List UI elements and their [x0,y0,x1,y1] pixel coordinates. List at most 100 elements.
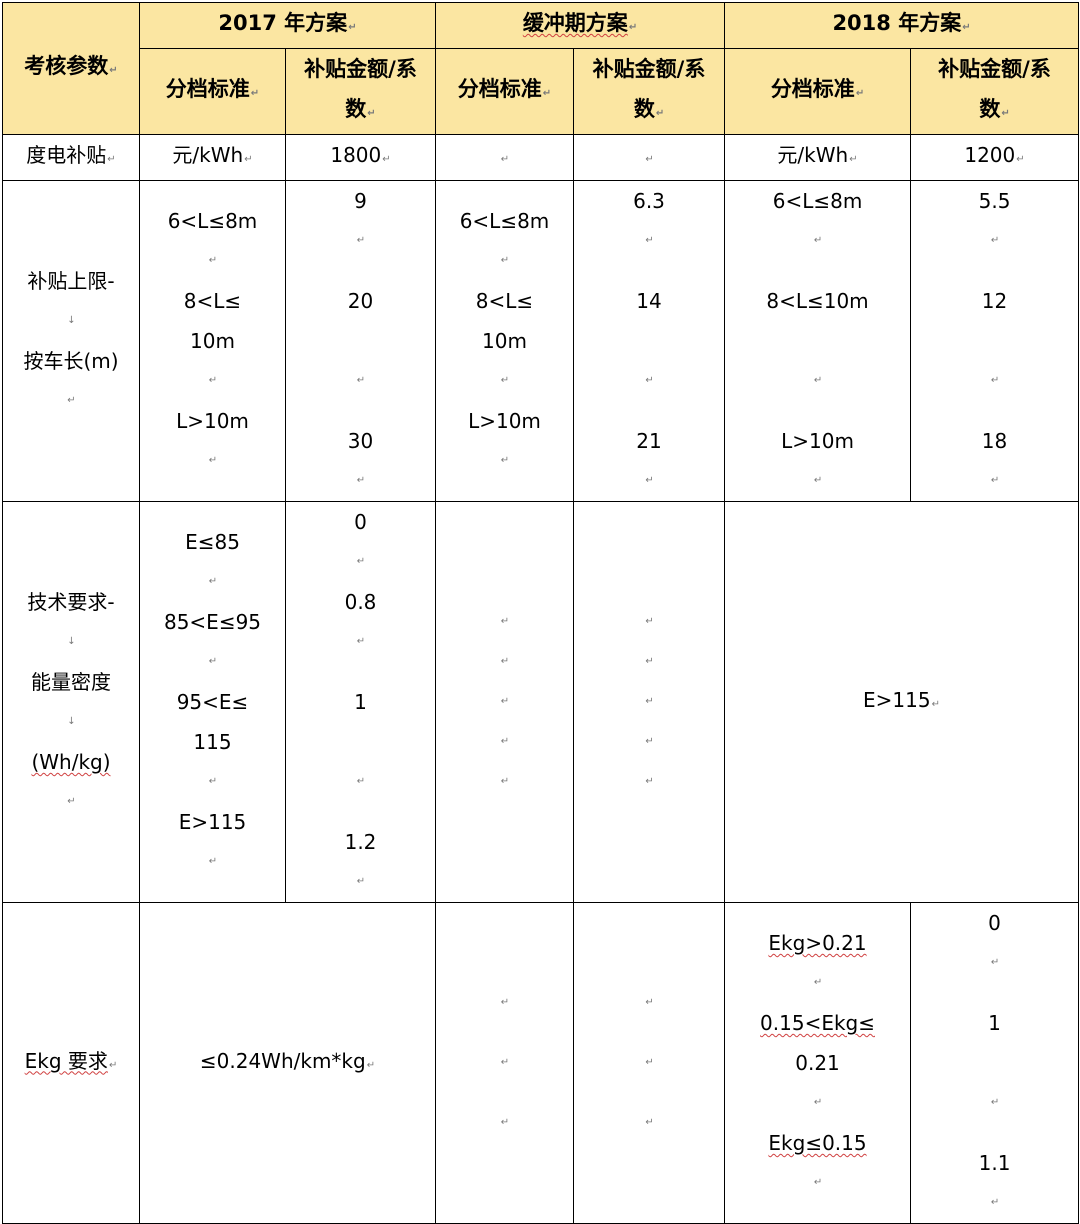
amt-label-line1: 补贴金额/系 [304,57,417,81]
value: 6<L≤8m [772,189,863,213]
value: 0 [988,911,1001,935]
header-amt-2017: 补贴金额/系 数↵ [285,48,436,135]
value: 1200 [964,143,1016,167]
cell-2017-amt: 9 ↵ 20 ↵ 30 ↵ [285,180,436,502]
value: 1 [354,690,367,714]
cell-buffer-amt: 6.3 ↵ 14 ↵ 21 ↵ [572,180,726,502]
value: 85<E≤95 [163,610,262,634]
cell-2018-amt: 0 ↵ 1 ↵ 1.1 ↵ [910,902,1080,1224]
value: 14 [636,289,662,313]
std-label: 分档标准 [457,77,542,101]
cell-2018-amt: 5.5 ↵ 12 ↵ 18 ↵ [910,180,1080,502]
cell-2018-merged: E>115↵ [724,501,1080,903]
label-text: Ekg 要求 [24,1048,108,1073]
value: 8<L≤ [183,289,242,313]
cell-buffer-amt: ↵ ↵ ↵ ↵ ↵ [572,501,726,903]
amt-label-line1: 补贴金额/系 [938,57,1051,81]
header-plan-2017: 2017 年方案↵ [139,2,436,49]
value: 8<L≤10m [766,289,869,313]
row-length: 补贴上限- ↓ 按车长(m) ↵ 6<L≤8m ↵ 8<L≤ 10m ↵ L>10m ↵ … [2,180,1080,502]
amt-label-line1: 补贴金额/系 [592,57,706,81]
value: ≤0.24Wh/km*kg [199,1048,366,1073]
value: 0.15<Ekg≤ [760,1011,875,1035]
header-plan-2017-text: 2017 年方案 [218,11,348,35]
label-line3: (Wh/kg) [31,750,111,774]
value: 18 [981,429,1008,453]
row-ekg: Ekg 要求↵ ≤0.24Wh/km*kg↵ ↵ ↵ ↵ ↵ ↵ ↵ Ekg>0… [2,902,1080,1224]
header-plan-buffer-text: 缓冲期方案 [522,11,628,35]
amt-label-line2: 数 [345,97,367,121]
cell-buffer-amt: ↵ ↵ ↵ [572,902,726,1224]
value: Ekg≤0.15 [768,1131,867,1155]
value: 1800 [330,143,382,167]
label-text: 度电补贴 [26,143,107,167]
row-energy-label: 技术要求- ↓ 能量密度 ↓ (Wh/kg) ↵ [2,501,140,903]
std-label: 分档标准 [770,77,855,101]
header-param: 考核参数↵ [2,2,140,135]
value: 12 [981,289,1008,313]
amt-label-line2: 数 [979,97,1001,121]
value: 6.3 [633,189,665,213]
value: 95<E≤ [176,690,249,714]
value: 元/kWh [172,143,244,167]
header-plan-2018: 2018 年方案↵ [724,2,1080,49]
label-line1: 技术要求- [27,590,115,614]
value: 1.2 [344,830,377,854]
cell-2017-amt: 0 ↵ 0.8 ↵ 1 ↵ 1.2 ↵ [285,501,436,903]
value: 0.21 [795,1051,840,1075]
header-row-plans: 考核参数↵ 2017 年方案↵ 缓冲期方案↵ 2018 年方案↵ [2,2,1080,135]
value: 1.1 [978,1151,1011,1175]
row-subsidy-label: 度电补贴↵ [2,134,140,181]
std-label: 分档标准 [165,77,250,101]
value: L>10m [781,429,854,453]
value: 0.8 [344,590,377,614]
cell-buffer-std: ↵ ↵ ↵ ↵ ↵ [435,501,574,903]
cell-buffer-std: ↵ [435,134,574,181]
cell-2017-std: 6<L≤8m ↵ 8<L≤ 10m ↵ L>10m ↵ [139,180,286,502]
value: 9 [354,189,367,213]
value: 115 [193,730,232,754]
cell-2018-std: Ekg>0.21 ↵ 0.15<Ekg≤ 0.21 ↵ Ekg≤0.15 ↵ [724,902,912,1224]
header-amt-2018: 补贴金额/系 数↵ [910,48,1080,135]
cell-2017-std: E≤85 ↵ 85<E≤95 ↵ 95<E≤ 115 ↵ E>115 ↵ [139,501,286,903]
value: 6<L≤8m [459,209,550,233]
cell-2018-std: 6<L≤8m ↵ 8<L≤10m ↵ L>10m ↵ [724,180,912,502]
label-line1: 补贴上限- [27,269,115,293]
header-plan-buffer: 缓冲期方案↵ [434,2,726,49]
header-std-2018: 分档标准↵ [724,48,912,135]
cell-2018-std: 元/kWh↵ [724,134,912,181]
value: L>10m [176,409,249,433]
value: 21 [636,429,662,453]
header-plan-2018-text: 2018 年方案 [832,11,962,35]
cell-buffer-amt: ↵ [572,134,726,181]
cell-2018-amt: 1200↵ [910,134,1080,181]
header-amt-buffer: 补贴金额/系 数↵ [572,48,726,135]
value: E>115 [863,687,931,712]
header-std-2017: 分档标准↵ [139,48,286,135]
row-energy: 技术要求- ↓ 能量密度 ↓ (Wh/kg) ↵ E≤85 ↵ 85<E≤95 ↵ 95<… [2,501,1080,903]
header-row-sub: 分档标准↵ 补贴金额/系 数↵ 分档标准↵ 补贴金额/系 数↵ 分档标准↵ 补贴… [3,48,1080,135]
amt-label-line2: 数 [633,97,655,121]
cell-buffer-std: ↵ ↵ ↵ [435,902,574,1224]
row-length-label: 补贴上限- ↓ 按车长(m) ↵ [2,180,140,502]
value: 10m [190,329,235,353]
label-line2: 能量密度 [31,670,111,694]
cell-2017-merged: ≤0.24Wh/km*kg↵ [139,902,436,1224]
label-line2: 按车长(m) [23,349,119,373]
header-param-text: 考核参数 [24,54,109,78]
value: 30 [347,429,374,453]
value: E>115 [178,810,247,834]
row-ekg-label: Ekg 要求↵ [2,902,140,1224]
header-std-buffer: 分档标准↵ [435,48,574,135]
row-subsidy: 度电补贴↵ 元/kWh↵ 1800↵ ↵ ↵ 元/kWh↵ 1200↵ [2,134,1080,181]
value: L>10m [468,409,541,433]
value: 20 [347,289,374,313]
value: 1 [988,1011,1001,1035]
value: 5.5 [978,189,1011,213]
value: Ekg>0.21 [768,931,867,955]
value: 元/kWh [777,143,849,167]
value: 6<L≤8m [167,209,258,233]
value: 10m [482,329,527,353]
value: 0 [354,510,367,534]
